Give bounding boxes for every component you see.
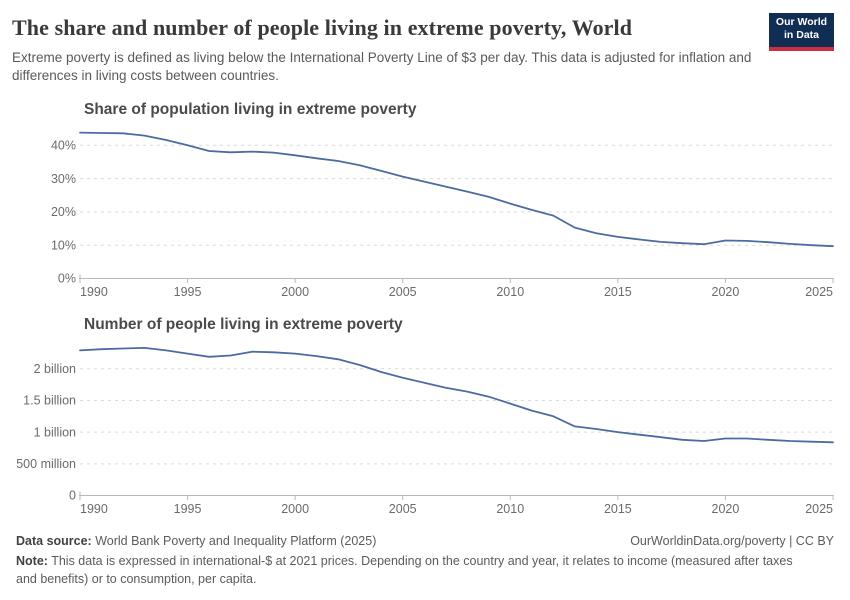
x-axis-tick-label: 2010 (496, 285, 524, 299)
x-axis-tick-label: 2015 (604, 285, 632, 299)
x-axis-tick-label: 2000 (281, 285, 309, 299)
rights-text: OurWorldinData.org/poverty | CC BY (630, 534, 834, 548)
data-source-line: Data source: World Bank Poverty and Ineq… (16, 534, 376, 548)
chart1-heading: Share of population living in extreme po… (84, 101, 417, 118)
y-axis-tick-label: 1 billion (34, 425, 76, 439)
footnote-label: Note: (16, 554, 48, 568)
x-axis-tick-label: 2020 (712, 502, 740, 516)
x-axis-tick-label: 1990 (80, 285, 108, 299)
footer-row: Data source: World Bank Poverty and Ineq… (16, 534, 834, 548)
data-line-1 (79, 131, 834, 248)
data-source-text: World Bank Poverty and Inequality Platfo… (91, 534, 377, 548)
y-axis-tick-label: 500 million (16, 457, 76, 471)
x-axis-tick-label: 1995 (174, 502, 202, 516)
x-axis-tick-label: 1995 (174, 285, 202, 299)
x-axis-tick-label: 2005 (389, 502, 417, 516)
owid-logo-line1: Our World (775, 16, 828, 28)
x-axis-tick-label: 2000 (281, 502, 309, 516)
chart2-heading: Number of people living in extreme pover… (84, 316, 403, 333)
x-axis-tick-label: 2025 (805, 502, 833, 516)
footnote: Note: This data is expressed in internat… (16, 553, 811, 588)
data-line-2 (79, 346, 834, 444)
x-axis-tick-label: 2005 (389, 285, 417, 299)
x-axis-tick-label: 2015 (604, 502, 632, 516)
footnote-text: This data is expressed in international-… (16, 554, 793, 586)
y-axis-tick-label: 2 billion (34, 362, 76, 376)
data-source-label: Data source: (16, 534, 92, 548)
owid-logo-line2: in Data (783, 29, 819, 41)
y-axis-tick-label: 40% (51, 139, 76, 153)
chart-subtitle: Extreme poverty is defined as living bel… (12, 50, 752, 83)
x-axis-tick-label: 2020 (712, 285, 740, 299)
owid-logo-red-bar (769, 47, 834, 51)
page-title: The share and number of people living in… (12, 15, 633, 40)
y-axis-tick-label: 0 (69, 489, 76, 503)
y-axis-tick-label: 10% (51, 238, 76, 252)
y-axis-tick-label: 20% (51, 205, 76, 219)
owid-logo: Our World in Data (769, 13, 834, 47)
y-axis-tick-label: 30% (51, 172, 76, 186)
y-axis-tick-label: 1.5 billion (23, 394, 76, 408)
x-axis-tick-label: 2025 (805, 285, 833, 299)
x-axis-tick-label: 1990 (80, 502, 108, 516)
y-axis-tick-label: 0% (58, 272, 76, 286)
x-axis-tick-label: 2010 (496, 502, 524, 516)
